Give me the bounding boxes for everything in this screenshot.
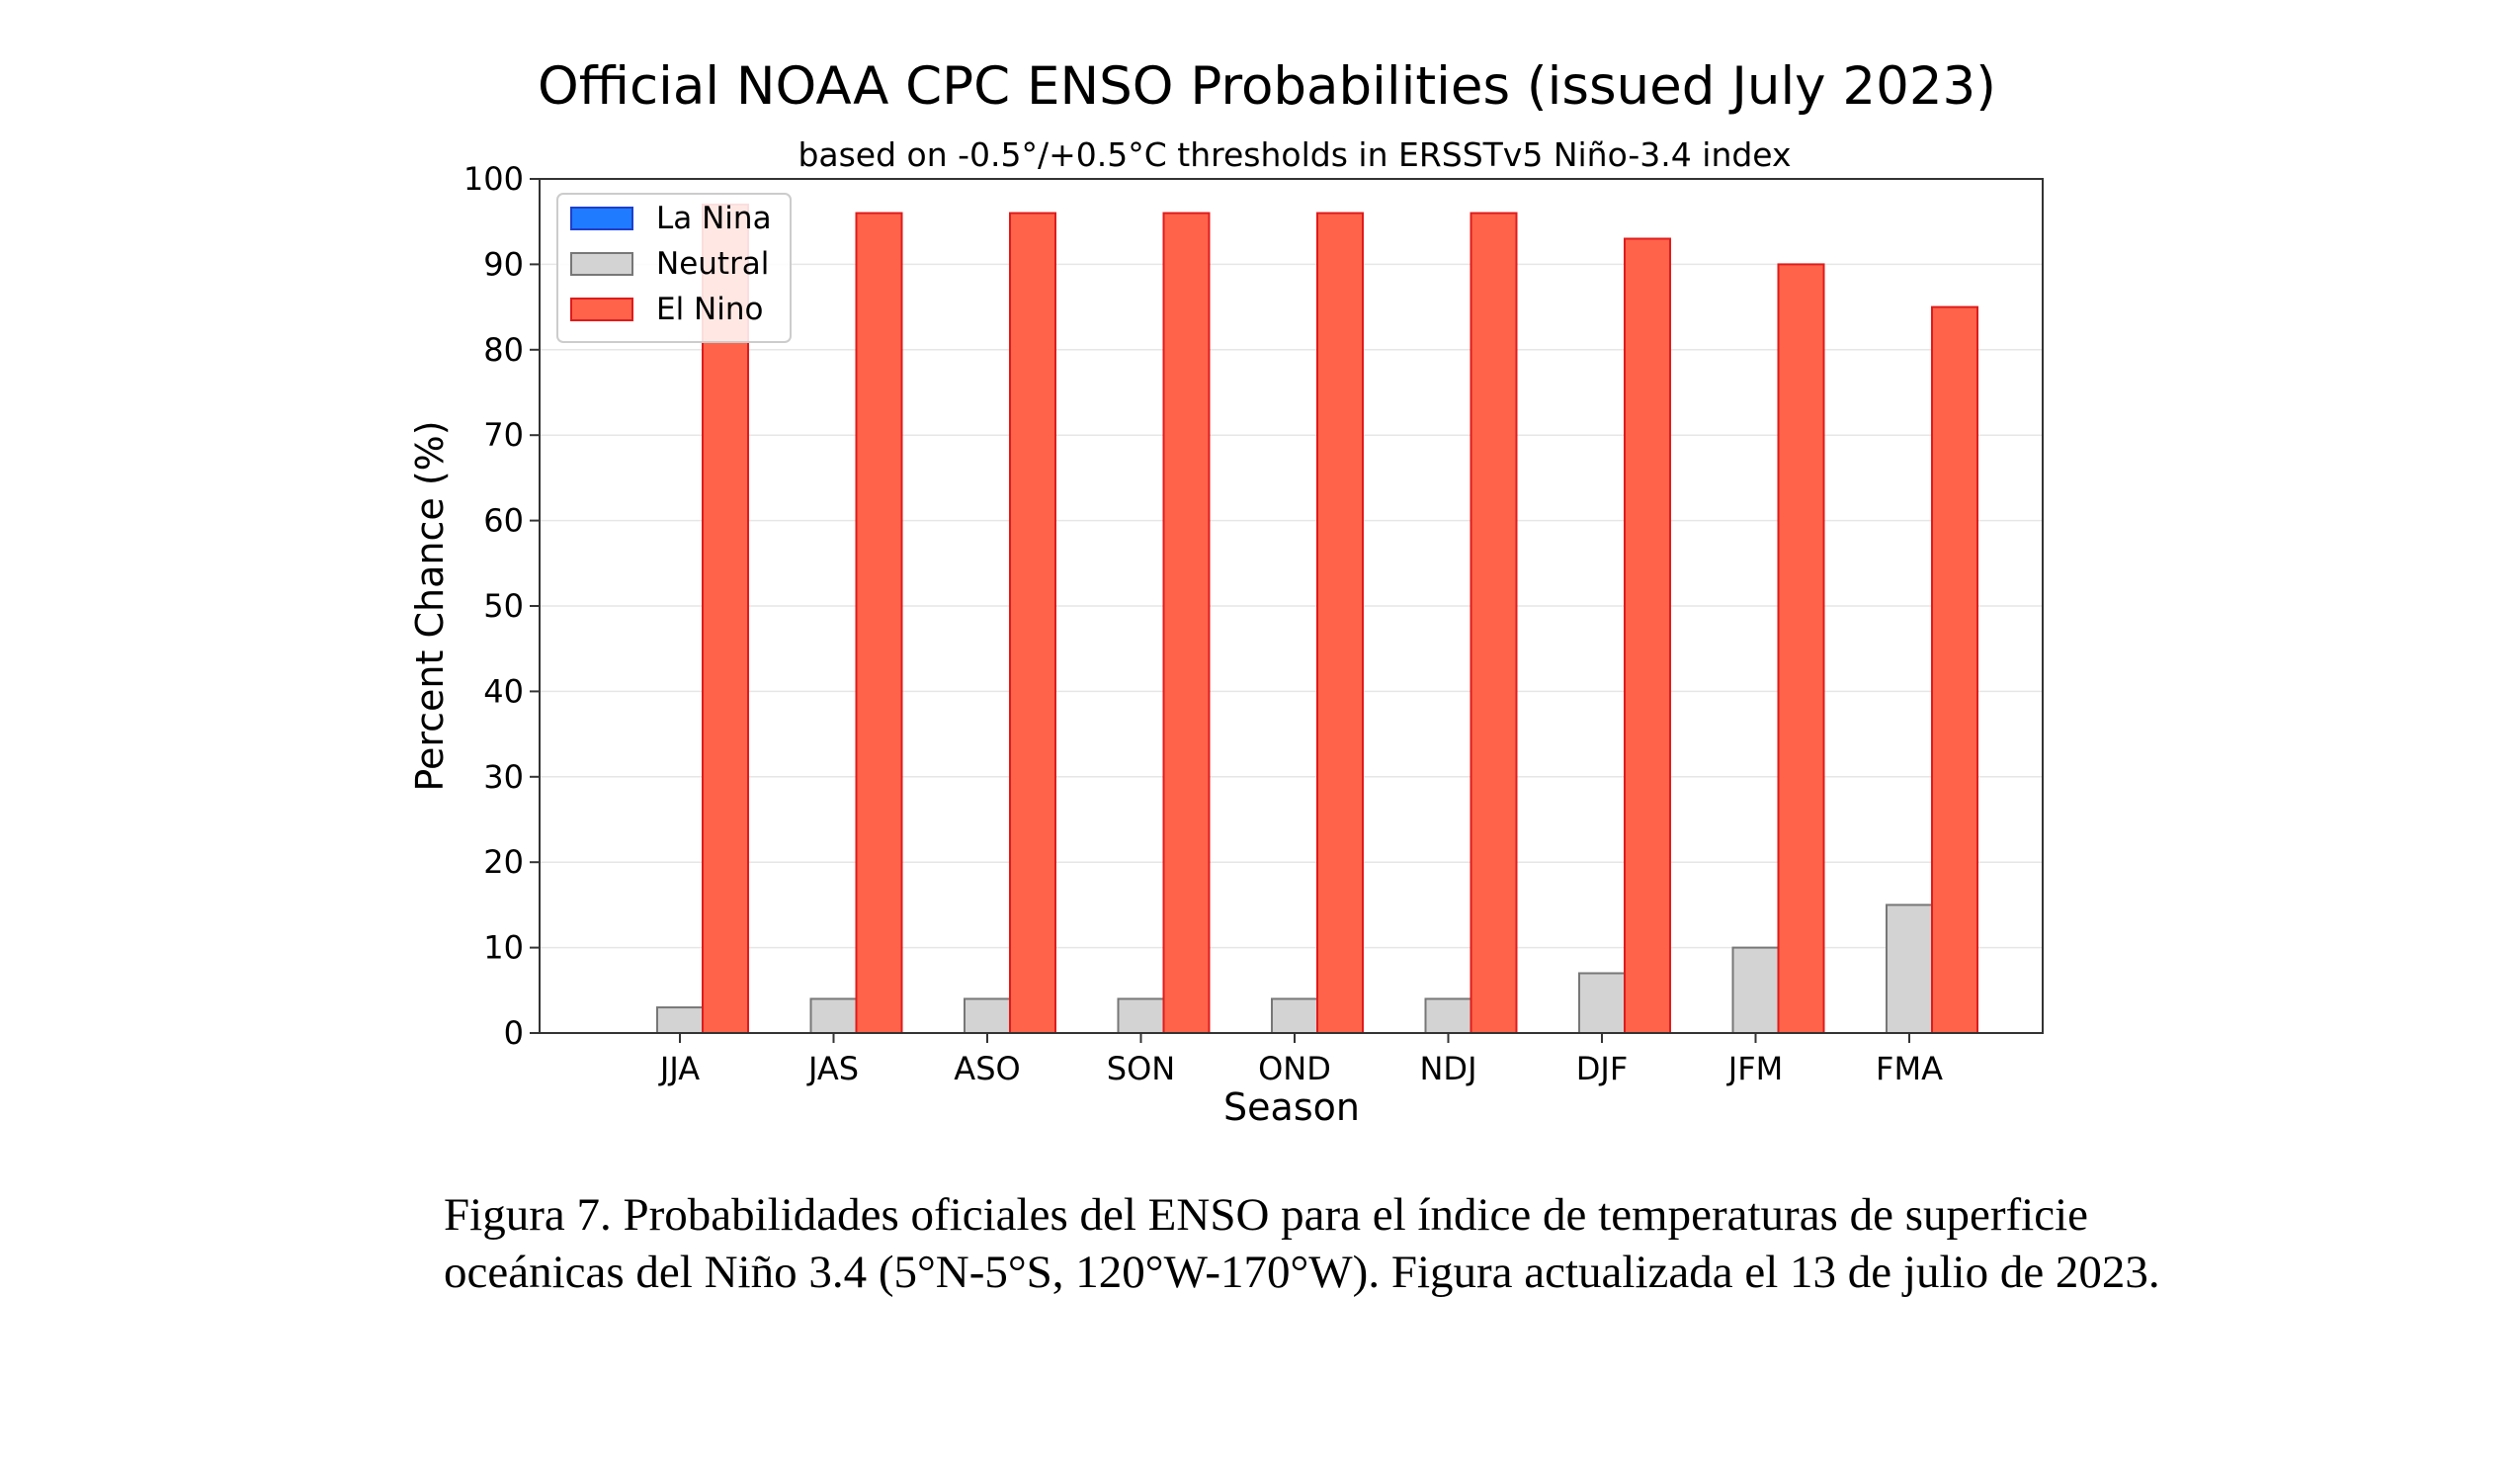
bar-neutral-ndj xyxy=(1424,997,1472,1035)
y-tick-label: 20 xyxy=(483,843,524,881)
y-tick-label: 100 xyxy=(463,160,524,198)
legend-label: La Nina xyxy=(656,201,772,236)
y-tick-label: 30 xyxy=(483,758,524,796)
legend-swatch-neutral xyxy=(570,252,633,276)
bar-el-nino-ndj xyxy=(1470,212,1518,1034)
bar-el-nino-fma xyxy=(1931,305,1978,1035)
x-tick-label: DJF xyxy=(1576,1050,1628,1087)
bar-el-nino-djf xyxy=(1624,237,1671,1035)
x-tick-label: JAS xyxy=(806,1050,859,1087)
x-tick-label: OND xyxy=(1258,1050,1331,1087)
legend: La Nina Neutral El Nino xyxy=(556,193,792,343)
bar-el-nino-jfm xyxy=(1777,263,1825,1034)
bar-el-nino-son xyxy=(1162,212,1211,1034)
x-tick-label: NDJ xyxy=(1419,1050,1476,1087)
bar-neutral-djf xyxy=(1578,972,1626,1035)
bar-neutral-aso xyxy=(964,997,1011,1035)
bar-neutral-jas xyxy=(809,997,858,1035)
bar-neutral-son xyxy=(1117,997,1165,1035)
bar-el-nino-ond xyxy=(1316,212,1364,1034)
figure-caption: Figura 7. Probabilidades oficiales del E… xyxy=(444,1189,2160,1298)
x-tick-label: JFM xyxy=(1726,1050,1783,1087)
y-tick-label: 40 xyxy=(483,672,524,710)
y-tick-label: 70 xyxy=(483,416,524,454)
bar-neutral-ond xyxy=(1271,997,1318,1035)
chart-subtitle: based on -0.5°/+0.5°C thresholds in ERSS… xyxy=(798,135,1791,174)
legend-swatch-la-nina xyxy=(570,207,633,230)
x-tick-label: ASO xyxy=(954,1050,1020,1087)
bar-neutral-fma xyxy=(1886,904,1933,1035)
x-tick-label: FMA xyxy=(1876,1050,1943,1087)
y-axis-label: Percent Chance (%) xyxy=(408,420,452,791)
y-tick-label: 60 xyxy=(483,502,524,540)
legend-label: Neutral xyxy=(656,246,769,282)
legend-swatch-el-nino xyxy=(570,298,633,321)
y-tick-label: 50 xyxy=(483,587,524,625)
bar-el-nino-aso xyxy=(1009,212,1056,1034)
bar-neutral-jja xyxy=(656,1006,704,1035)
x-tick-label: JJA xyxy=(658,1050,700,1087)
x-axis: JJA JAS ASO SON OND NDJ DJF JFM FMA xyxy=(658,1033,1943,1087)
legend-label: El Nino xyxy=(656,292,763,327)
y-tick-label: 10 xyxy=(483,929,524,967)
y-tick-label: 0 xyxy=(504,1014,524,1052)
x-tick-label: SON xyxy=(1107,1050,1175,1087)
bar-neutral-jfm xyxy=(1731,946,1780,1034)
y-tick-label: 90 xyxy=(483,245,524,283)
y-tick-label: 80 xyxy=(483,331,524,369)
x-axis-label: Season xyxy=(1223,1085,1360,1129)
chart-title: Official NOAA CPC ENSO Probabilities (is… xyxy=(538,56,1996,117)
bar-el-nino-jas xyxy=(855,212,903,1034)
y-axis: 0 10 20 30 40 50 60 70 80 90 100 xyxy=(463,160,540,1052)
bars xyxy=(656,203,1978,1035)
